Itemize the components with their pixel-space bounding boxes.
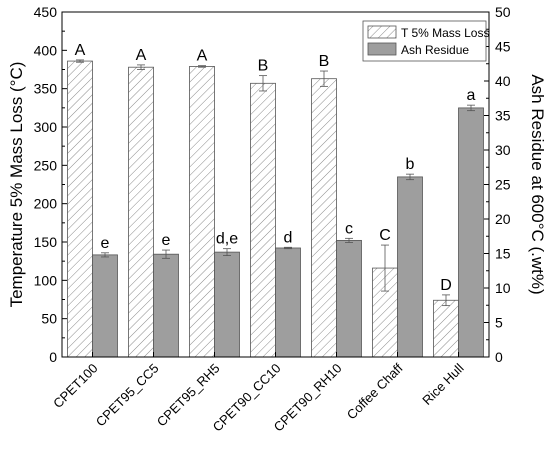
significance-letter: D	[440, 277, 452, 294]
bar-ash-residue	[336, 239, 362, 358]
y-right-tick-label: 15	[495, 246, 511, 262]
significance-letter: A	[136, 47, 147, 64]
legend-label: Ash Residue	[401, 43, 469, 57]
legend: T 5% Mass Loss Ash Residue	[362, 20, 489, 62]
y-right-tick-label: 30	[495, 142, 511, 158]
significance-letter: d,e	[216, 231, 238, 248]
significance-letter: C	[379, 227, 391, 244]
significance-letter: A	[197, 48, 208, 65]
bar-ash-residue	[458, 107, 484, 358]
y-left-tick-label: 250	[34, 157, 58, 173]
bar-ash-residue	[275, 247, 301, 358]
y-right-tick-label: 10	[495, 280, 511, 296]
bar-ash-residue	[92, 254, 118, 358]
x-tick-label: CPET95_CC5	[93, 361, 162, 430]
y-left-axis-title: Temperature 5% Mass Loss (°C)	[7, 62, 26, 308]
significance-letter: e	[162, 232, 171, 249]
y-left-tick-label: 300	[34, 119, 58, 135]
y-left-tick-label: 150	[34, 234, 58, 250]
y-left-tick-label: 0	[49, 349, 57, 365]
y-left-tick-label: 100	[34, 272, 58, 288]
bar-t5-mass-loss	[433, 299, 459, 358]
y-right-tick-label: 50	[495, 4, 511, 20]
significance-letter: c	[345, 220, 353, 237]
bar-t5-mass-loss	[189, 66, 215, 358]
significance-letter: B	[319, 53, 330, 70]
bar-t5-mass-loss	[311, 78, 337, 358]
x-tick-label: Rice Hull	[419, 360, 466, 407]
labels-layer: A A A B B C De e d,e d c b a	[75, 42, 476, 294]
bars-layer	[67, 59, 484, 358]
bar-ash-residue	[153, 253, 179, 358]
x-tick-label: Coffee Chaff	[344, 360, 406, 422]
bar-t5-mass-loss	[67, 60, 93, 358]
y-right-axis-title: Ash Residue at 600°C (.wt%)	[528, 74, 547, 294]
legend-label: T 5% Mass Loss	[401, 26, 489, 40]
x-tick-label: CPET100	[50, 361, 100, 411]
significance-letter: B	[258, 58, 269, 75]
bar-t5-mass-loss	[250, 82, 276, 358]
bar-ash-residue	[214, 251, 240, 358]
significance-letter: d	[284, 229, 293, 246]
bar-t5-mass-loss	[128, 66, 154, 358]
y-right-tick-label: 45	[495, 39, 511, 55]
y-right-tick-label: 25	[495, 177, 511, 193]
legend-swatch	[367, 42, 397, 56]
legend-swatch	[367, 25, 397, 39]
y-right-tick-label: 40	[495, 73, 511, 89]
x-tick-label: CPET95_RH5	[154, 361, 223, 430]
bar-ash-residue	[397, 176, 423, 358]
y-right-tick-label: 20	[495, 211, 511, 227]
y-right-tick-label: 35	[495, 108, 511, 124]
significance-letter: a	[467, 87, 476, 104]
y-left-tick-label: 200	[34, 196, 58, 212]
y-left-tick-label: 350	[34, 81, 58, 97]
y-left-tick-label: 400	[34, 42, 58, 58]
y-right-tick-label: 0	[495, 349, 503, 365]
significance-letter: b	[406, 156, 415, 173]
y-left-tick-label: 450	[34, 4, 58, 20]
significance-letter: A	[75, 42, 86, 59]
y-left-tick-label: 50	[41, 311, 57, 327]
significance-letter: e	[101, 235, 110, 252]
y-right-tick-label: 5	[495, 315, 503, 331]
